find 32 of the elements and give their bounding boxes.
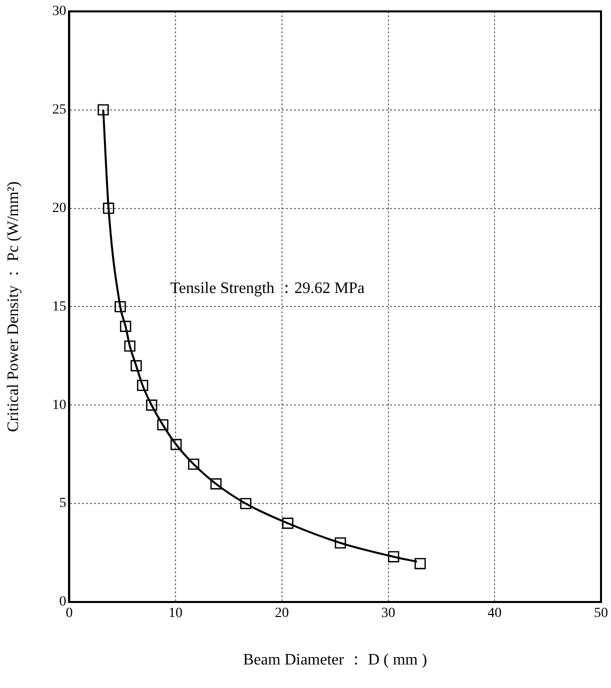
point xyxy=(146,400,158,411)
y-axis-title: Critical Power Density ： Pc (W/mm²) xyxy=(4,181,22,432)
point xyxy=(130,360,142,372)
x-tick-label: 10 xyxy=(168,606,183,622)
y-tick-label: 10 xyxy=(52,398,66,413)
x-tick-label: 30 xyxy=(381,606,396,622)
point xyxy=(210,478,222,490)
x-tick-label: 50 xyxy=(594,606,608,622)
point xyxy=(114,301,126,312)
point xyxy=(388,551,400,562)
point xyxy=(282,518,294,529)
point xyxy=(98,104,109,116)
annotation: Tensile Strength ：29.62 MPa xyxy=(170,280,365,298)
y-tick-label: 25 xyxy=(52,102,66,118)
y-tick-label: 0 xyxy=(59,594,66,610)
point xyxy=(120,320,132,332)
x-tick-label: 40 xyxy=(488,606,502,622)
point xyxy=(188,458,200,470)
y-tick-label: 15 xyxy=(52,299,66,314)
y-tick-label: 5 xyxy=(59,496,66,512)
point xyxy=(124,340,136,352)
x-tick-label: 20 xyxy=(274,606,289,622)
point xyxy=(136,380,148,392)
point xyxy=(240,498,252,510)
y-tick-label: 30 xyxy=(52,4,66,20)
point xyxy=(102,202,114,214)
x-axis-title: Beam Diameter ： D ( mm ) xyxy=(243,652,428,669)
point xyxy=(414,558,426,570)
y-tick-label: 20 xyxy=(52,200,66,216)
point xyxy=(157,419,168,430)
point xyxy=(334,537,346,549)
point xyxy=(170,438,182,450)
